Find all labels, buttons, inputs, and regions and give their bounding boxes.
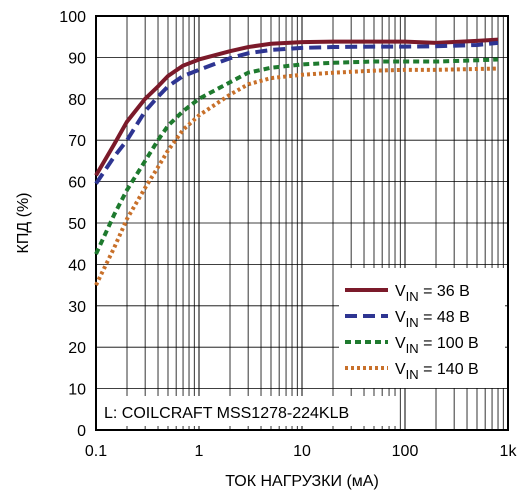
x-axis-title: ТОК НАГРУЗКИ (мА): [225, 473, 379, 490]
x-tick-label: 100: [392, 443, 419, 460]
y-tick-label: 0: [77, 423, 86, 440]
series-line-1: [94, 37, 499, 177]
series-group: [94, 37, 499, 286]
legend-label: VIN = 100 В: [395, 335, 479, 356]
y-tick-label: 60: [68, 175, 86, 192]
annotation: L: COILCRAFT MSS1278-224KLB: [98, 396, 398, 426]
legend: VIN = 36 В VIN = 48 В VIN = 100 В VIN = 140…: [339, 268, 505, 388]
y-axis-title: КПД (%): [15, 193, 32, 254]
legend-label: VIN = 36 В: [395, 283, 470, 304]
y-tick-label: 80: [68, 92, 86, 109]
y-tick-label: 30: [68, 299, 86, 316]
y-tick-label: 10: [68, 382, 86, 399]
x-tick-label: 1k: [500, 443, 518, 460]
y-tick-label: 100: [59, 9, 86, 26]
x-tick-label: 10: [293, 443, 311, 460]
plot-frame: [95, 15, 509, 431]
y-tick-label: 90: [68, 50, 86, 67]
series-line-3: [94, 57, 499, 255]
y-tick-label: 20: [68, 340, 86, 357]
y-tick-label: 70: [68, 133, 86, 150]
legend-label: VIN = 48 В: [395, 309, 470, 330]
x-tick-label: 0.1: [85, 443, 107, 460]
y-tick-label: 40: [68, 257, 86, 274]
annotation-text: L: COILCRAFT MSS1278-224KLB: [104, 405, 349, 422]
legend-label: VIN = 140 В: [395, 361, 479, 382]
x-tick-label: 1: [195, 443, 204, 460]
series-line-4: [94, 66, 499, 286]
series-line-2: [94, 40, 499, 185]
annotation-box: [98, 396, 398, 426]
tick-labels: 0 10 20 30 40 50 60 70 80 90 100 0.1 1 10 100 1k: [59, 9, 517, 460]
y-tick-label: 50: [68, 216, 86, 233]
